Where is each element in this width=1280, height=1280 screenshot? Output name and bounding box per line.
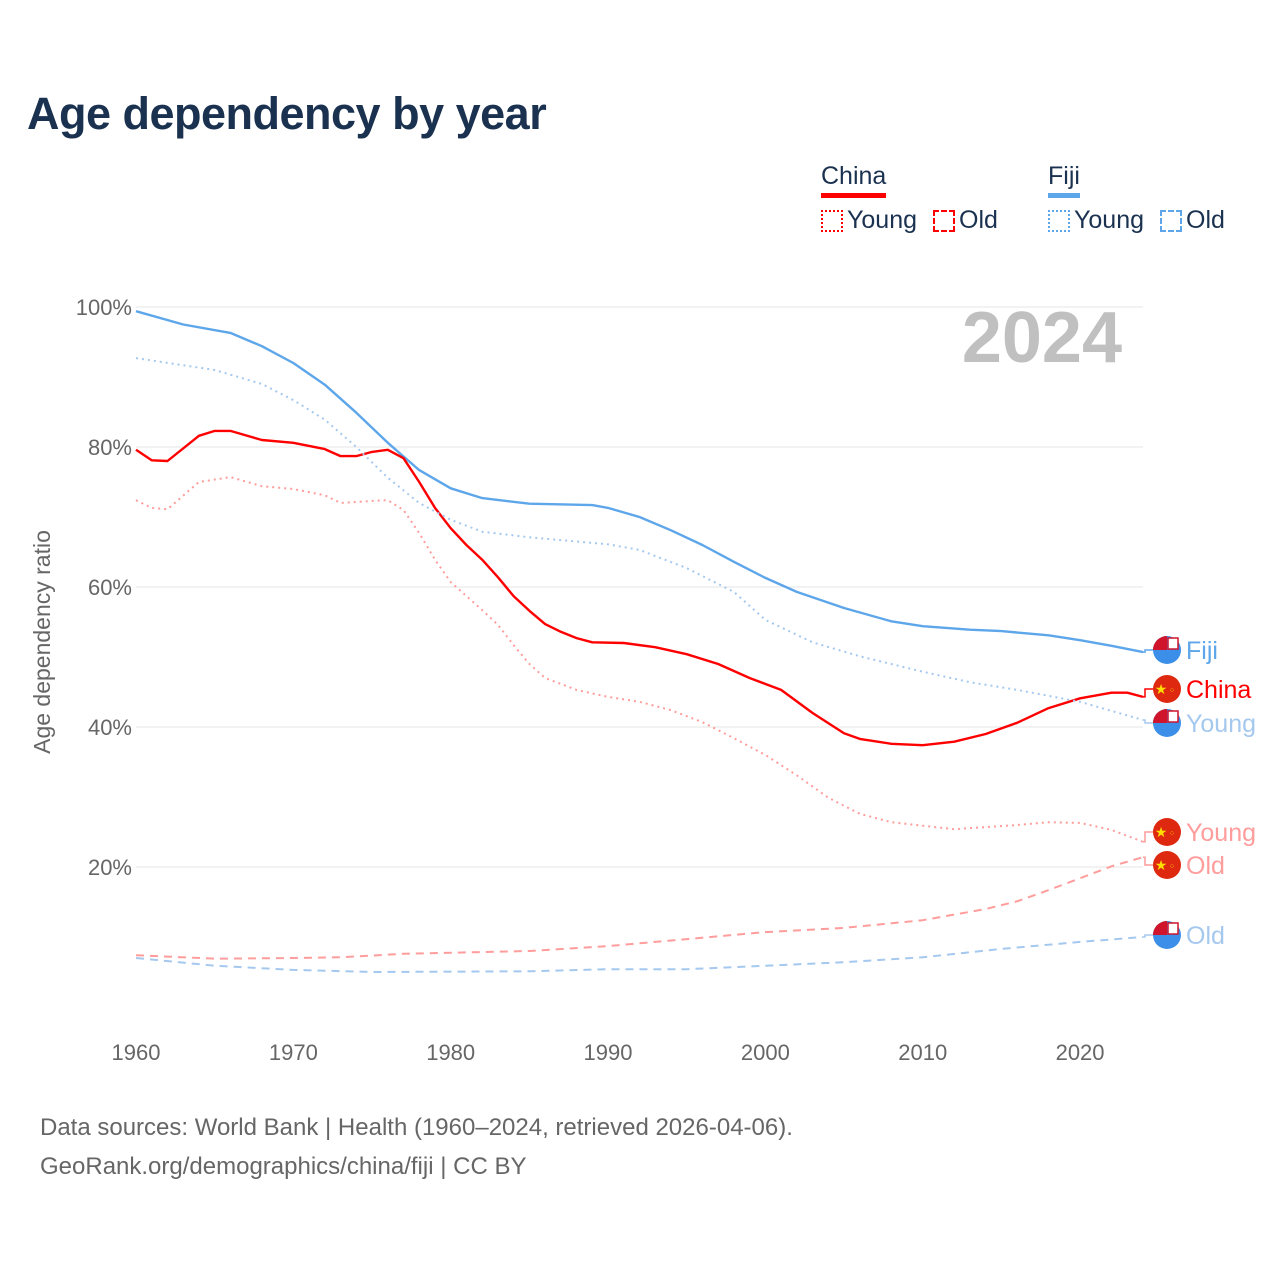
x-tick-label: 2020 [1056, 1040, 1105, 1065]
year-watermark: 2024 [962, 298, 1122, 378]
series-line-china-old [135, 856, 1144, 960]
flag-canton-icon [1153, 921, 1167, 935]
china-flag-icon [1153, 675, 1181, 703]
flag-canton-icon [1153, 709, 1167, 723]
china-flag-icon [1153, 851, 1181, 879]
legend-china-old[interactable]: Old [933, 206, 998, 235]
x-tick-label: 1970 [269, 1040, 318, 1065]
flag-canton-icon [1153, 636, 1167, 650]
legend-china[interactable]: China Young Old [821, 162, 998, 235]
legend-china-young[interactable]: Young [821, 206, 917, 235]
x-tick-label: 1990 [584, 1040, 633, 1065]
dashed-swatch-icon [1160, 209, 1182, 232]
y-tick-label: 60% [88, 575, 132, 600]
x-tick-label: 2010 [898, 1040, 947, 1065]
legend-label: Young [1074, 206, 1144, 234]
chart-title: Age dependency by year [27, 88, 547, 139]
series-line-fiji [135, 310, 1144, 654]
source-note: Data sources: World Bank | Health (1960–… [40, 1108, 793, 1186]
legend-fiji-old[interactable]: Old [1160, 206, 1225, 235]
label-connector [1143, 688, 1153, 698]
x-tick-label: 1960 [112, 1040, 161, 1065]
label-connector [1143, 649, 1153, 653]
flag-star-icon: ⁘ [1169, 862, 1176, 871]
label-connector [1143, 719, 1153, 724]
end-label-fiji: Fiji [1186, 637, 1218, 665]
source-line: Data sources: World Bank | Health (1960–… [40, 1114, 793, 1141]
y-tick-label: 40% [88, 715, 132, 740]
y-tick-label: 100% [76, 295, 132, 320]
legend-label: Young [847, 206, 917, 234]
end-label-china-young: Young [1186, 819, 1256, 847]
series-line-fiji-young [135, 357, 1144, 721]
dotted-swatch-icon [1048, 209, 1070, 232]
end-label-fiji-old: Old [1186, 922, 1225, 950]
flag-shield-icon [1167, 922, 1179, 935]
y-tick-label: 80% [88, 435, 132, 460]
end-label-china: China [1186, 676, 1251, 704]
label-connector [1143, 856, 1153, 866]
china-flag-icon [1153, 818, 1181, 846]
y-axis-label: Age dependency ratio [29, 530, 55, 754]
series-line-fiji-old [135, 936, 1144, 973]
label-connector [1143, 934, 1153, 938]
x-tick-label: 2000 [741, 1040, 790, 1065]
flag-star-icon: ★ [1155, 857, 1168, 873]
dotted-swatch-icon [821, 209, 843, 232]
flag-star-icon: ⁘ [1169, 829, 1176, 838]
end-label-china-old: Old [1186, 852, 1225, 880]
flag-shield-icon [1167, 710, 1179, 723]
legend-fiji-young[interactable]: Young [1048, 206, 1144, 235]
legend-label: Old [1186, 206, 1225, 234]
flag-shield-icon [1167, 637, 1179, 650]
source-link[interactable]: GeoRank.org/demographics/china/fiji | CC… [40, 1153, 527, 1180]
end-label-fiji-young: Young [1186, 710, 1256, 738]
x-tick-label: 1980 [426, 1040, 475, 1065]
legend-label: Old [959, 206, 998, 234]
label-connector [1143, 831, 1153, 843]
flag-star-icon: ⁘ [1169, 686, 1176, 695]
series-line-china [135, 429, 1144, 747]
dashed-swatch-icon [933, 209, 955, 232]
flag-star-icon: ★ [1155, 824, 1168, 840]
legend-china-title[interactable]: China [821, 162, 887, 198]
flag-star-icon: ★ [1155, 681, 1168, 697]
y-tick-label: 20% [88, 855, 132, 880]
legend-fiji[interactable]: Fiji Young Old [1048, 162, 1225, 235]
series-line-china-young [135, 476, 1144, 843]
legend-fiji-title[interactable]: Fiji [1048, 162, 1080, 198]
